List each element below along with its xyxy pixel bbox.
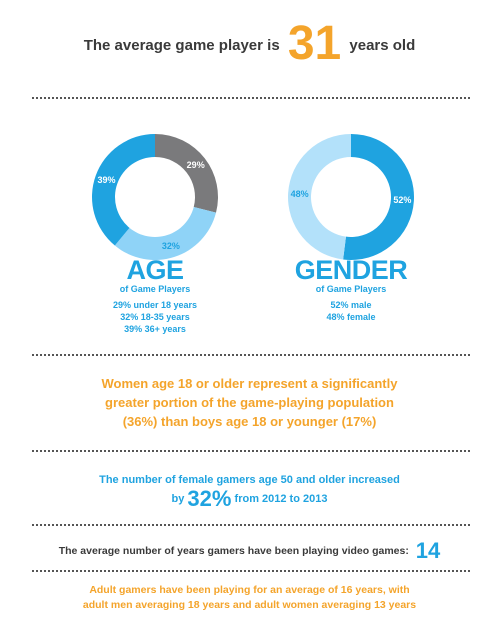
divider [32, 354, 470, 356]
women-fact-line-2: greater portion of the game-playing popu… [105, 395, 394, 410]
years-fact-number: 14 [415, 538, 441, 564]
female-fact-line-1: The number of female gamers age 50 and o… [99, 474, 400, 486]
age-label-36-years: 39% [97, 174, 116, 185]
age-label-18-35-years: 32% [161, 240, 180, 251]
women-fact-line-1: Women age 18 or older represent a signif… [101, 376, 398, 391]
age-slice-18-35-years [114, 206, 217, 260]
age-donut-chart: 29% 32% 39% [90, 132, 220, 262]
divider [32, 524, 470, 526]
gender-item-female: 48% female [326, 312, 376, 322]
divider [32, 97, 470, 99]
headline-suffix: years old [349, 37, 416, 55]
gender-slice-female [287, 134, 351, 260]
gender-label-female: 48% [290, 188, 309, 199]
age-slice-under-18-years [155, 134, 218, 213]
gender-legend: GENDER of Game Players 52% male 48% fema… [266, 257, 436, 323]
age-subtitle: of Game Players [119, 284, 191, 294]
headline: The average game player is 31 years old [0, 17, 499, 74]
divider [32, 570, 470, 572]
age-donut-svg [91, 134, 218, 260]
adult-fact-line-1: Adult gamers have been playing for an av… [89, 584, 410, 596]
years-playing-fact: The average number of years gamers have … [0, 540, 499, 562]
gender-donut-chart: 52% 48% [286, 132, 416, 262]
female-fact-by: by [171, 493, 185, 505]
gender-title: GENDER [294, 255, 408, 285]
female-gamers-fact: The number of female gamers age 50 and o… [0, 472, 499, 510]
age-item-under-18: 29% under 18 years [112, 300, 198, 310]
age-item-36-plus: 39% 36+ years [124, 324, 186, 334]
adult-fact-line-2: adult men averaging 18 years and adult w… [82, 599, 417, 611]
age-item-18-35: 32% 18-35 years [120, 312, 190, 322]
gender-slice-male [343, 134, 414, 260]
gender-label-male: 52% [393, 195, 412, 206]
gender-donut-svg [287, 134, 414, 260]
age-slice-36-years [91, 134, 155, 246]
female-fact-rest: from 2012 to 2013 [234, 493, 328, 505]
gender-subtitle: of Game Players [315, 284, 387, 294]
divider [32, 450, 470, 452]
age-label-under-18-years: 29% [186, 160, 205, 171]
women-fact: Women age 18 or older represent a signif… [0, 374, 499, 431]
age-title: AGE [126, 255, 184, 285]
adult-gamers-fact: Adult gamers have been playing for an av… [0, 583, 499, 613]
headline-prefix: The average game player is [83, 37, 280, 55]
female-fact-number: 32% [187, 486, 232, 512]
age-legend: AGE of Game Players 29% under 18 years 3… [70, 257, 240, 335]
headline-number: 31 [287, 17, 342, 71]
women-fact-line-3: (36%) than boys age 18 or younger (17%) [122, 414, 377, 429]
gender-item-male: 52% male [330, 300, 372, 310]
years-fact-text: The average number of years gamers have … [58, 545, 409, 557]
